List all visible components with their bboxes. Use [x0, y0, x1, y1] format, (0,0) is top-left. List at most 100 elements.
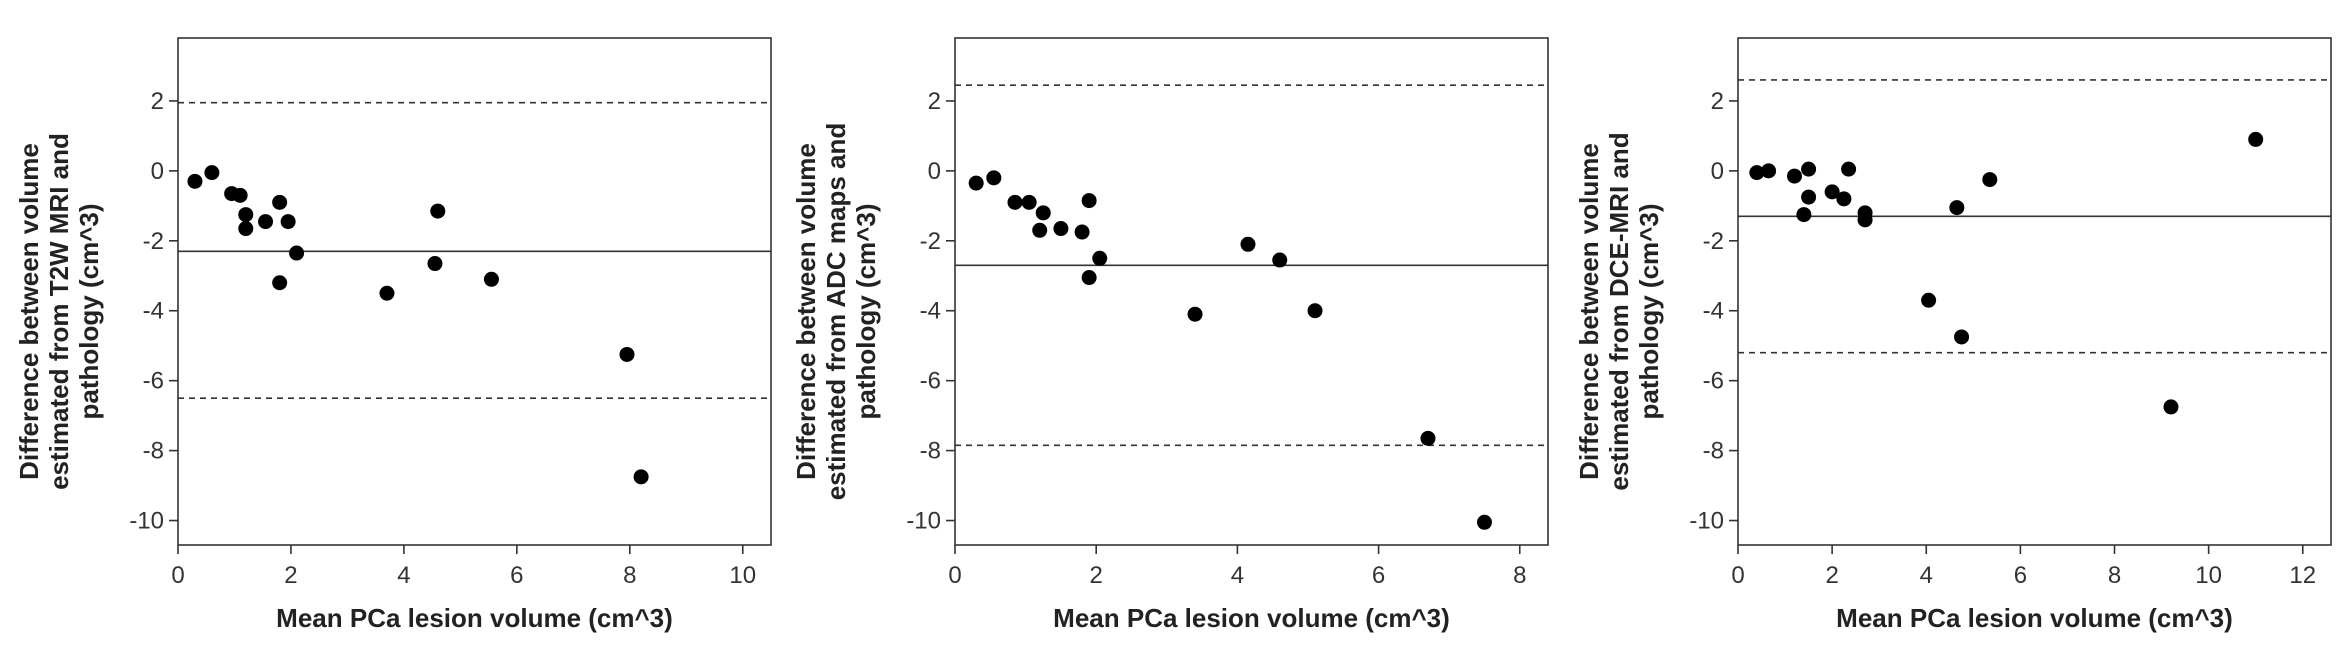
data-point — [1801, 189, 1817, 205]
x-tick-label: 4 — [1231, 562, 1244, 589]
y-tick-label: 2 — [928, 88, 941, 115]
y-tick-label: 0 — [928, 158, 941, 185]
y-axis-label-line: estimated from DCE-MRI and — [1604, 132, 1634, 490]
plot-frame — [954, 37, 1549, 546]
data-point — [1836, 191, 1852, 207]
data-point — [232, 187, 248, 203]
data-point — [238, 221, 254, 237]
data-point — [1982, 172, 1998, 188]
y-axis-label-line: pathology (cm^3) — [851, 204, 881, 420]
plot-frame — [177, 37, 772, 546]
y-axis-label-line: estimated from ADC maps and — [821, 123, 851, 501]
y-tick-label: 0 — [1711, 158, 1724, 185]
data-point — [379, 285, 395, 301]
data-point — [2163, 399, 2179, 415]
data-point — [1053, 221, 1069, 237]
data-point — [1307, 303, 1323, 319]
data-point — [1035, 205, 1051, 221]
y-tick-label: -10 — [129, 508, 164, 535]
x-tick-label: 10 — [729, 562, 756, 589]
chart-panel-3: 0 2 4 6 8 10 12 2 0 -2 -4 -6 -8 -10 Mean PCa lesion vo… — [1574, 37, 2332, 633]
x-tick-label: 2 — [284, 562, 297, 589]
data-point — [1272, 252, 1288, 268]
data-point — [1074, 224, 1090, 240]
data-point — [2248, 131, 2264, 147]
data-point — [289, 245, 305, 261]
data-point — [272, 275, 288, 291]
data-point — [986, 170, 1002, 186]
x-tick-label: 8 — [623, 562, 636, 589]
data-point — [1841, 161, 1857, 177]
data-point — [1949, 200, 1965, 216]
y-axis-label-line: pathology (cm^3) — [74, 204, 104, 420]
data-point — [187, 173, 203, 189]
x-axis-label: Mean PCa lesion volume (cm^3) — [1836, 603, 2233, 633]
x-tick-label: 10 — [2195, 562, 2222, 589]
x-tick-label: 8 — [2108, 562, 2121, 589]
data-point — [280, 214, 296, 230]
x-tick-label: 4 — [1920, 562, 1933, 589]
y-axis-label-line: Difference between volume — [14, 143, 44, 480]
data-point — [272, 194, 288, 210]
data-point — [1786, 168, 1802, 184]
x-tick-label: 8 — [1513, 562, 1526, 589]
x-tick-label: 6 — [2014, 562, 2027, 589]
y-tick-label: -8 — [920, 438, 941, 465]
chart-panel-2: 0 2 4 6 8 2 0 -2 -4 -6 -8 -10 Mean PCa lesion volume… — [791, 37, 1549, 633]
x-tick-label: 6 — [1372, 562, 1385, 589]
y-tick-label: -2 — [920, 228, 941, 255]
y-tick-label: 2 — [1711, 88, 1724, 115]
x-tick-label: 12 — [2289, 562, 2316, 589]
x-tick-label: 2 — [1090, 562, 1103, 589]
y-tick-label: -10 — [1689, 508, 1724, 535]
data-point — [1921, 292, 1937, 308]
data-point — [1081, 193, 1097, 209]
chart-panel-1: 0 2 4 6 8 10 2 0 -2 -4 -6 -8 -10 Mean PCa lesion volu… — [14, 37, 772, 633]
data-point — [968, 175, 984, 191]
x-tick-label: 0 — [171, 562, 184, 589]
data-point — [1420, 430, 1436, 446]
data-point — [1032, 222, 1048, 238]
data-point — [633, 469, 649, 485]
data-point — [1240, 236, 1256, 252]
data-point — [1761, 163, 1777, 179]
data-point — [1007, 194, 1023, 210]
x-axis-label: Mean PCa lesion volume (cm^3) — [276, 603, 673, 633]
data-point — [238, 207, 254, 223]
plot-frame — [1737, 37, 2332, 546]
y-tick-label: -10 — [906, 508, 941, 535]
x-tick-label: 2 — [1825, 562, 1838, 589]
data-point — [258, 214, 274, 230]
y-tick-label: -4 — [143, 298, 164, 325]
data-point — [1954, 329, 1970, 345]
x-tick-label: 4 — [397, 562, 410, 589]
data-point — [1476, 514, 1492, 530]
data-point — [1801, 161, 1817, 177]
data-point — [619, 346, 635, 362]
y-tick-label: -2 — [143, 228, 164, 255]
y-tick-label: -6 — [920, 368, 941, 395]
x-tick-label: 6 — [510, 562, 523, 589]
y-tick-label: -8 — [143, 438, 164, 465]
y-axis-label-line: pathology (cm^3) — [1634, 204, 1664, 420]
data-point — [430, 203, 446, 219]
y-tick-label: -4 — [1703, 298, 1724, 325]
y-tick-label: -6 — [143, 368, 164, 395]
data-point — [1796, 207, 1812, 223]
data-point — [1187, 306, 1203, 322]
x-tick-label: 0 — [1731, 562, 1744, 589]
data-point — [204, 165, 220, 181]
y-tick-label: 2 — [151, 88, 164, 115]
data-point — [1092, 250, 1108, 266]
y-axis-label-line: estimated from T2W MRI and — [44, 133, 74, 490]
x-axis-label: Mean PCa lesion volume (cm^3) — [1053, 603, 1450, 633]
data-point — [1857, 212, 1873, 228]
y-axis-label-line: Difference between volume — [791, 143, 821, 480]
data-point — [1021, 194, 1037, 210]
y-tick-label: -2 — [1703, 228, 1724, 255]
data-point — [483, 271, 499, 287]
y-axis-label-line: Difference between volume — [1574, 143, 1604, 480]
y-tick-label: 0 — [151, 158, 164, 185]
data-point — [1749, 165, 1765, 181]
